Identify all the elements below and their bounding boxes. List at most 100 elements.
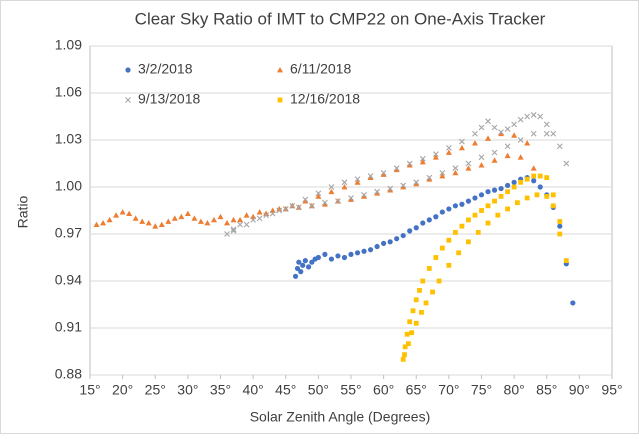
point [531, 178, 537, 184]
point [184, 210, 191, 217]
point [322, 199, 328, 206]
y-axis-label: Ratio [15, 195, 31, 228]
point [530, 130, 537, 137]
point [423, 300, 429, 306]
point [263, 210, 270, 217]
point [459, 201, 465, 207]
point [256, 209, 263, 215]
point [294, 265, 301, 272]
point [341, 254, 348, 261]
y-tick-label: 1.09 [55, 37, 82, 53]
point [491, 157, 498, 163]
point [315, 254, 321, 261]
point [210, 216, 217, 223]
point [413, 297, 419, 303]
point [354, 250, 361, 256]
point [315, 193, 322, 199]
chart-title: Clear Sky Ratio of IMT to CMP22 on One-A… [135, 9, 546, 28]
point [531, 173, 537, 179]
point [505, 189, 510, 195]
point [534, 192, 540, 198]
point [113, 212, 120, 218]
point [439, 170, 446, 176]
point [472, 212, 478, 218]
point [478, 192, 485, 198]
x-tick-label: 80° [504, 382, 525, 398]
point [557, 223, 563, 229]
point [204, 220, 211, 226]
point [224, 231, 230, 237]
point [328, 184, 335, 190]
point [445, 149, 452, 155]
point [498, 185, 504, 192]
point [171, 215, 178, 221]
point [491, 187, 498, 193]
point [479, 208, 484, 213]
point [465, 160, 472, 167]
legend-marker [277, 97, 283, 103]
point [361, 248, 367, 254]
point [400, 232, 406, 239]
point [165, 218, 172, 224]
point [305, 264, 312, 270]
point [402, 352, 407, 358]
point [524, 140, 531, 146]
point [145, 220, 152, 226]
point [432, 151, 439, 157]
point [158, 221, 165, 227]
point [475, 230, 481, 235]
point [426, 174, 433, 181]
point [126, 210, 133, 217]
point [393, 165, 400, 172]
point [530, 165, 537, 171]
point [361, 191, 367, 198]
point [400, 356, 406, 362]
point [524, 176, 530, 182]
point [485, 203, 491, 209]
point [458, 144, 465, 151]
point [436, 278, 442, 284]
point [341, 179, 348, 186]
point [430, 289, 435, 295]
point [498, 130, 505, 137]
point [387, 185, 394, 192]
point [100, 220, 107, 226]
point [269, 210, 276, 217]
point [328, 188, 335, 195]
point [400, 182, 407, 189]
point [263, 212, 270, 219]
point [511, 184, 517, 190]
point [456, 250, 462, 256]
point [367, 247, 374, 253]
point [446, 206, 452, 212]
point [491, 124, 498, 131]
point [243, 221, 250, 228]
point [511, 179, 517, 185]
point [485, 220, 491, 226]
point [295, 204, 302, 211]
point [550, 130, 557, 137]
point [524, 195, 530, 201]
x-tick-label: 60° [373, 382, 394, 398]
point [380, 171, 387, 177]
point [420, 278, 426, 284]
point [237, 221, 243, 228]
point [530, 112, 537, 118]
point [217, 213, 224, 220]
legend-label: 6/11/2018 [290, 61, 351, 77]
point [472, 195, 478, 201]
point [498, 194, 504, 199]
point [315, 190, 322, 197]
point [420, 220, 426, 226]
point [322, 251, 328, 257]
point [348, 195, 354, 201]
point [452, 203, 458, 209]
point [550, 192, 556, 198]
point [309, 259, 315, 265]
point [517, 116, 524, 123]
x-tick-label: 55° [340, 382, 361, 398]
point [387, 239, 393, 245]
point [381, 240, 387, 246]
point [544, 175, 550, 180]
